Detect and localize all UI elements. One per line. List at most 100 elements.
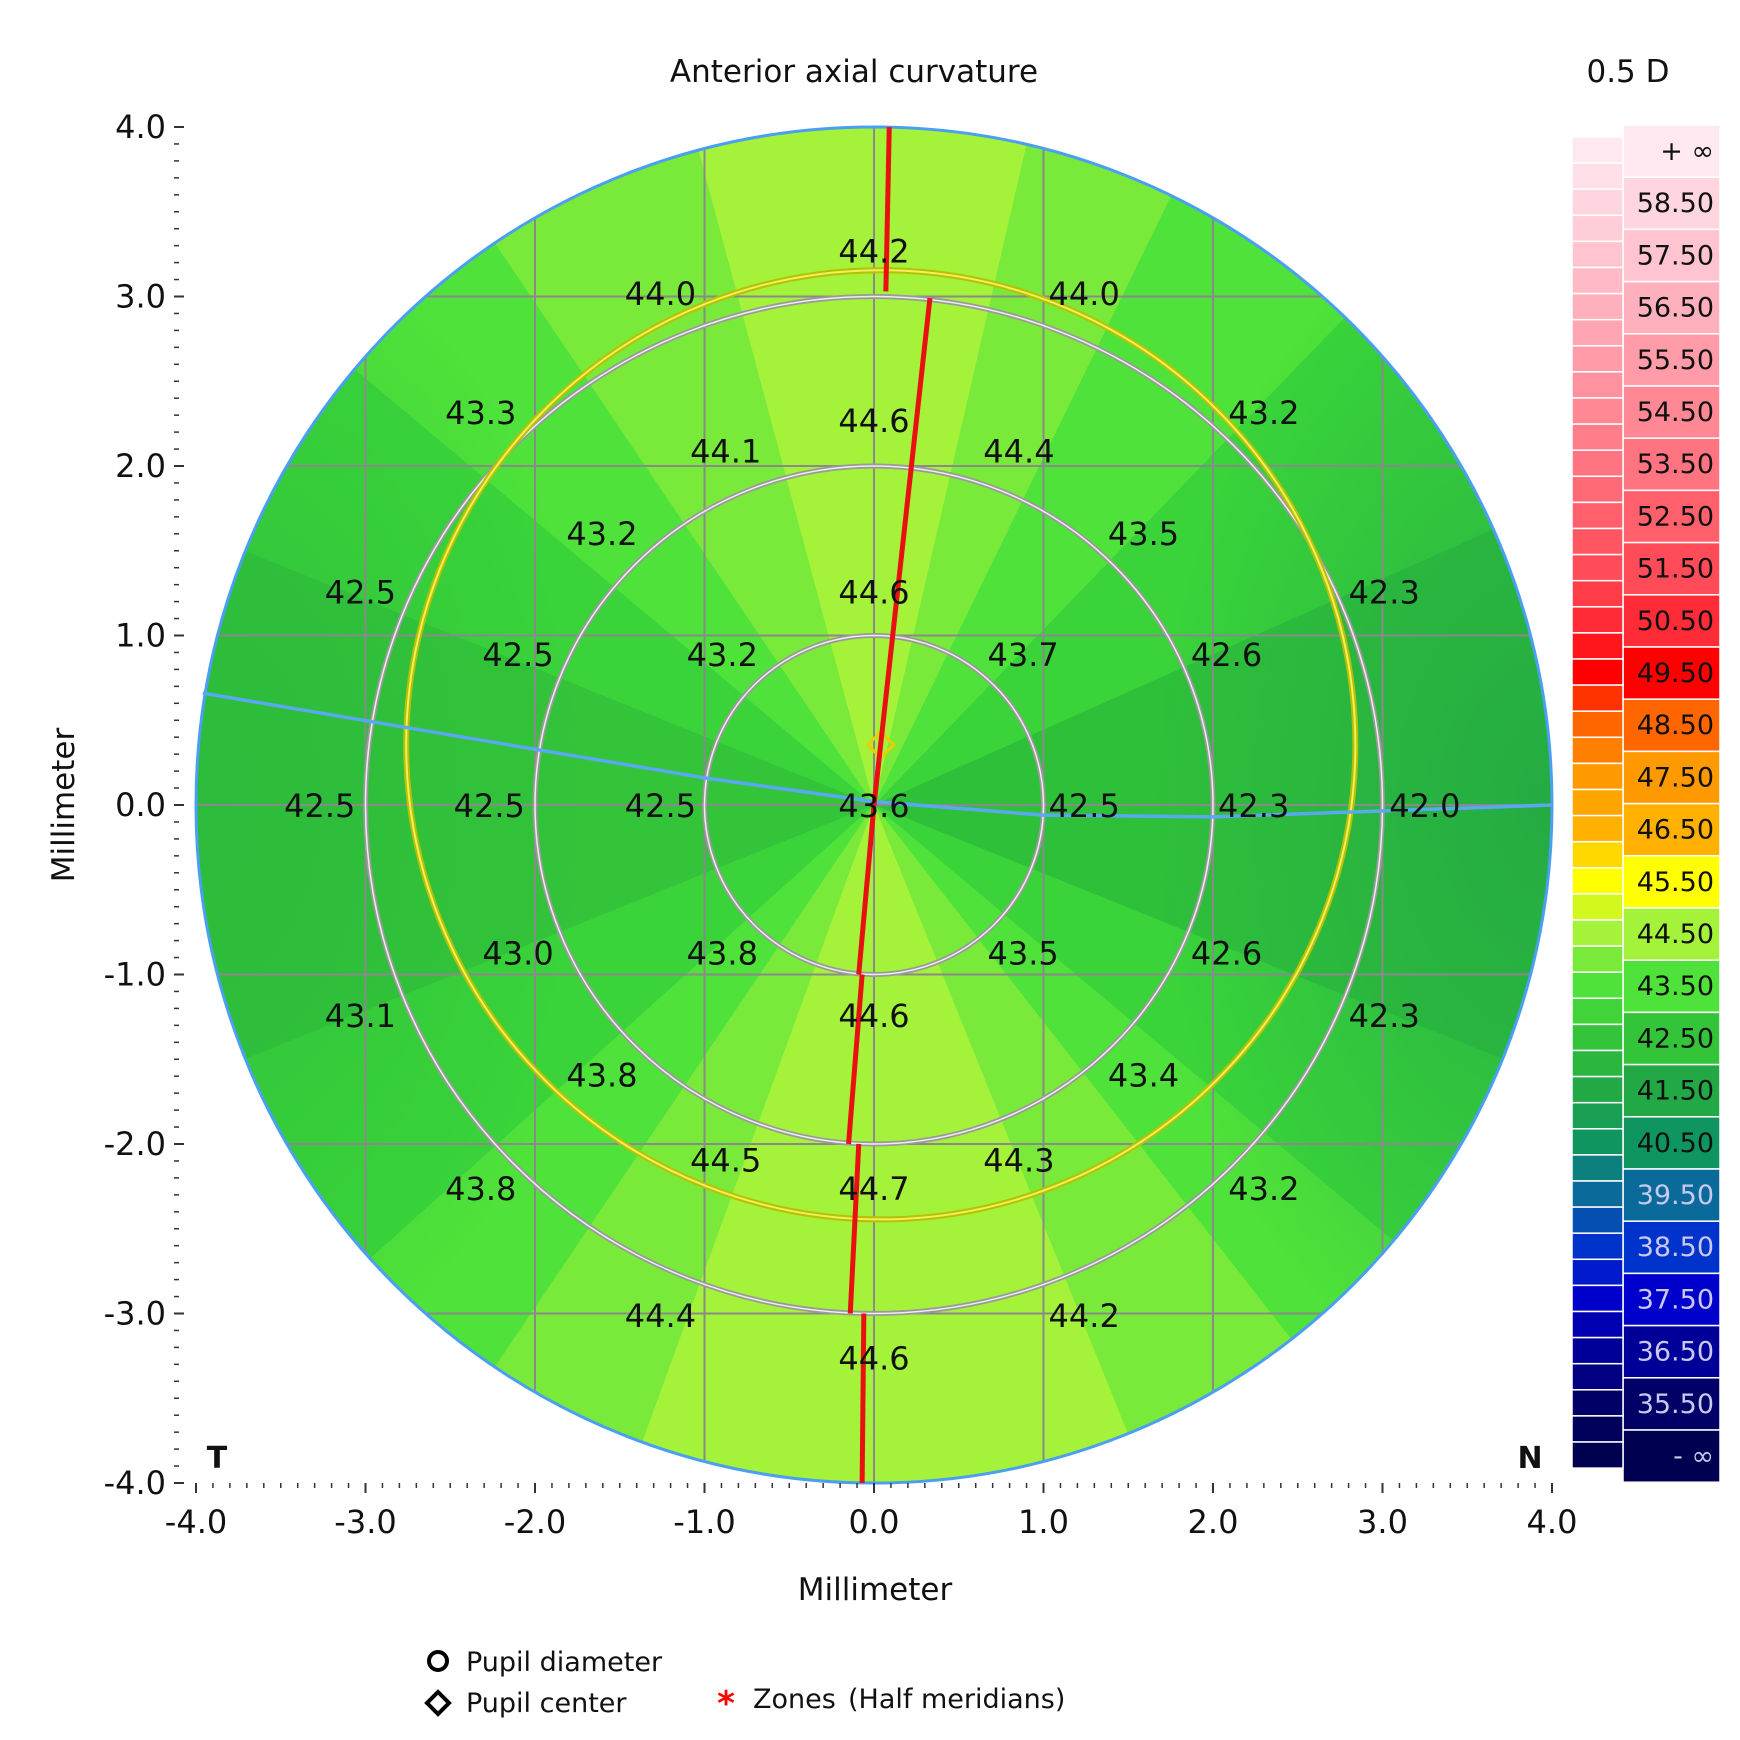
zone-value-label: 43.8 <box>687 934 758 972</box>
color-scale-label: 39.50 <box>1637 1180 1714 1211</box>
zone-value-label: 42.6 <box>1191 636 1262 674</box>
color-scale-substep <box>1571 240 1624 269</box>
zone-value-label: 43.8 <box>445 1170 516 1208</box>
pupil-diameter-legend: Pupil diameter <box>466 1647 663 1678</box>
zone-value-label: 42.5 <box>454 787 525 825</box>
color-scale-label: 35.50 <box>1637 1389 1714 1420</box>
color-scale-substep <box>1571 814 1624 843</box>
color-scale-cell <box>1622 176 1721 231</box>
x-axis-label: Millimeter <box>798 1572 953 1608</box>
color-scale-substep <box>1571 292 1624 321</box>
color-scale-substep <box>1571 188 1624 217</box>
zone-meridian-segment <box>846 974 865 1145</box>
color-scale-cell <box>1622 541 1721 596</box>
y-tick-label: -2.0 <box>104 1125 166 1163</box>
color-scale-cell <box>1622 437 1721 492</box>
y-tick-label: 4.0 <box>115 108 166 146</box>
color-scale-cell <box>1622 802 1721 857</box>
x-tick-label: -4.0 <box>165 1503 227 1541</box>
zone-value-label: 42.6 <box>1191 934 1262 972</box>
color-scale-label: 50.50 <box>1637 606 1714 637</box>
zone-value-label: 42.5 <box>284 787 355 825</box>
color-scale-label: 56.50 <box>1637 293 1714 324</box>
color-scale-label: 48.50 <box>1637 710 1714 741</box>
zone-value-label: 42.3 <box>1349 997 1420 1035</box>
zone-value-label: 43.5 <box>1108 515 1179 553</box>
color-scale-substep <box>1571 579 1624 608</box>
y-axis-label: Millimeter <box>46 728 82 883</box>
color-scale-label: 46.50 <box>1637 815 1714 846</box>
zone-ring-inner <box>703 634 1045 976</box>
y-tick-label: -4.0 <box>104 1464 166 1502</box>
color-scale-substep <box>1571 423 1624 451</box>
x-tick-label: 2.0 <box>1188 1503 1239 1541</box>
x-tick-label: -1.0 <box>673 1503 735 1541</box>
zone-value-label: 43.6 <box>838 787 909 825</box>
color-scale-substep <box>1571 684 1624 712</box>
zone-value-label: 42.3 <box>1349 573 1420 611</box>
color-scale-cell <box>1622 228 1721 283</box>
color-scale-substep <box>1571 788 1624 817</box>
zone-value-label: 43.8 <box>566 1057 637 1095</box>
zone-value-label: 42.0 <box>1389 787 1460 825</box>
nasal-label: N <box>1517 1441 1542 1476</box>
zone-value-label: 44.5 <box>690 1141 761 1179</box>
axes: -4.0 -3.0 -2.0 -1.0 0.0 1.0 2.0 3.0 4.0 4.0 3.0 2.0… <box>104 108 1578 1541</box>
color-scale-cell <box>1622 1429 1721 1483</box>
zone-value-label: 43.2 <box>1228 394 1299 432</box>
color-scale-substep <box>1571 1101 1624 1130</box>
color-scale-label: 47.50 <box>1637 762 1714 793</box>
step-label: 0.5 D <box>1586 54 1669 90</box>
zone-value-label: 42.5 <box>482 636 553 674</box>
color-scale-substep <box>1571 840 1624 869</box>
zone-value-label: 43.0 <box>482 934 553 972</box>
x-tick-label: 0.0 <box>849 1503 900 1541</box>
color-scale-substep <box>1571 397 1624 425</box>
zone-value-label: 42.3 <box>1218 787 1289 825</box>
zone-value-label: 43.2 <box>1228 1170 1299 1208</box>
color-scale-label: 51.50 <box>1637 554 1714 585</box>
zone-value-label: 43.2 <box>687 636 758 674</box>
color-scale-substep <box>1571 945 1624 973</box>
color-scale-cell <box>1622 1220 1721 1275</box>
color-scale-substep <box>1571 527 1624 556</box>
zone-value-label: 44.2 <box>838 233 909 271</box>
color-scale-substep <box>1571 893 1624 921</box>
zone-meridian-segment <box>859 1313 867 1484</box>
zone-value-label: 42.5 <box>325 573 396 611</box>
color-scale-label: 52.50 <box>1637 501 1714 532</box>
pupil-center-icon <box>424 1689 452 1717</box>
zone-value-label: 44.6 <box>838 573 909 611</box>
zones-legend: Zones <box>753 1684 836 1715</box>
zone-value-label: 44.7 <box>838 1170 909 1208</box>
color-scale-substep <box>1571 1154 1624 1182</box>
color-scale-substep <box>1571 867 1624 895</box>
color-scale-label: 57.50 <box>1637 240 1714 271</box>
color-scale-label: 53.50 <box>1637 449 1714 480</box>
y-tick-label: -1.0 <box>104 956 166 994</box>
chart-title: Anterior axial curvature <box>670 54 1038 90</box>
color-scale-substep <box>1571 1180 1624 1208</box>
zone-meridian-segment <box>871 297 933 806</box>
color-scale-cell <box>1622 1063 1721 1118</box>
color-scale-label: 45.50 <box>1637 867 1714 898</box>
zones-asterisk-icon: * <box>717 1684 735 1724</box>
color-scale-label: 40.50 <box>1637 1128 1714 1159</box>
color-scale-label: 38.50 <box>1637 1232 1714 1263</box>
color-scale-substep <box>1571 501 1624 530</box>
color-scale-substep <box>1571 1128 1624 1156</box>
color-scale-cell <box>1622 385 1721 439</box>
zone-value-label: 44.6 <box>838 1340 909 1378</box>
zone-meridian-segment <box>883 126 892 292</box>
color-scale-substep <box>1571 1336 1624 1365</box>
x-tick-label: 1.0 <box>1018 1503 1069 1541</box>
color-scale-substep <box>1571 345 1624 373</box>
color-scale-label: - ∞ <box>1673 1441 1714 1472</box>
color-scale-substep <box>1571 658 1624 686</box>
color-scale-label: + ∞ <box>1660 136 1714 167</box>
color-scale-cell <box>1622 855 1721 909</box>
color-scale-substep <box>1571 1075 1624 1104</box>
color-scale-substep <box>1571 1206 1624 1234</box>
zone-meridian-segment <box>847 1143 862 1314</box>
